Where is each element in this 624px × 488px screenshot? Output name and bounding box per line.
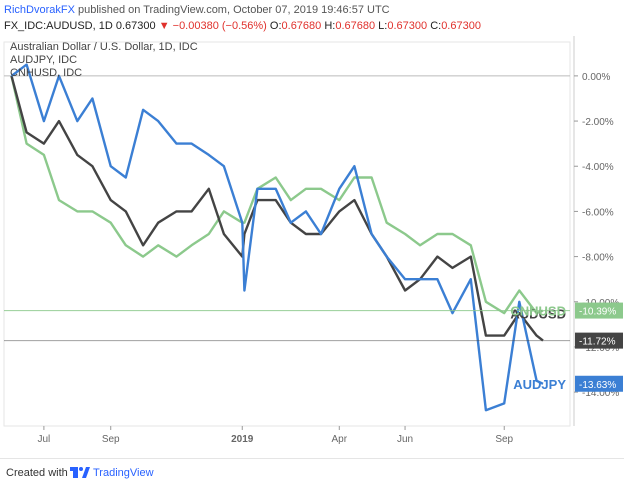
symbol-name: FX_IDC:AUDUSD, 1D	[4, 20, 113, 32]
tradingview-logo-icon	[70, 467, 90, 478]
high-value: 0.67680	[335, 20, 376, 32]
series-line-cnhusd	[10, 75, 544, 315]
plot-frame	[3, 41, 571, 427]
y-tick-label: -14.00%	[582, 388, 619, 399]
x-tick-label: Jun	[397, 434, 413, 445]
series-label-cnhusd: CNHUSD	[510, 304, 566, 319]
publish-line: RichDvorakFX published on TradingView.co…	[4, 3, 390, 17]
last-price: 0.67300	[115, 20, 156, 32]
x-tick-label: Apr	[332, 434, 348, 445]
series-line-audusd	[10, 75, 544, 342]
y-tick-label: -8.00%	[582, 253, 614, 264]
author-link[interactable]: RichDvorakFX	[4, 4, 75, 16]
footer: Created with TradingView	[0, 458, 624, 488]
series-line-audjpy	[10, 63, 544, 412]
y-tick-label: 0.00%	[582, 72, 610, 83]
legend-entry: Australian Dollar / U.S. Dollar, 1D, IDC	[10, 41, 198, 53]
price-tag-audjpy	[575, 375, 623, 392]
price-tag-label-audjpy: -13.63%	[579, 380, 616, 391]
price-tag-audusd	[575, 332, 623, 349]
series-label-audjpy: AUDJPY	[513, 377, 566, 392]
price-tag-label-cnhusd: -10.39%	[579, 307, 616, 318]
open-label: O:	[269, 20, 282, 32]
tradingview-brand[interactable]: TradingView	[93, 467, 154, 479]
legend-entry: CNHUSD, IDC	[10, 67, 82, 79]
x-tick-label: 2019	[231, 434, 254, 445]
close-value: 0.67300	[441, 20, 481, 32]
low-label: L:	[378, 20, 388, 32]
created-with-text: Created with	[6, 467, 68, 479]
price-change: −0.00380 (−0.56%)	[172, 20, 267, 32]
y-tick-label: -6.00%	[582, 207, 614, 218]
published-text: published on TradingView.com, October 07…	[77, 4, 390, 16]
low-value: 0.67300	[387, 20, 428, 32]
close-label: C:	[430, 20, 442, 32]
chart-header: RichDvorakFX published on TradingView.co…	[0, 0, 624, 36]
symbol-line: FX_IDC:AUDUSD, 1D 0.67300 ▼ −0.00380 (−0…	[4, 19, 481, 33]
x-tick-label: Sep	[102, 434, 120, 445]
chart-svg[interactable]: 0.00%-2.00%-4.00%-6.00%-8.00%-10.00%-12.…	[0, 36, 624, 456]
price-tag-cnhusd	[575, 302, 623, 319]
high-label: H:	[324, 20, 336, 32]
y-tick-label: -4.00%	[582, 162, 614, 173]
x-tick-label: Sep	[495, 434, 513, 445]
chart-area[interactable]: 0.00%-2.00%-4.00%-6.00%-8.00%-10.00%-12.…	[0, 36, 624, 456]
down-arrow-icon: ▼	[158, 20, 170, 32]
price-tag-label-audusd: -11.72%	[579, 337, 616, 348]
x-tick-label: Jul	[37, 434, 50, 445]
y-tick-label: -2.00%	[582, 117, 614, 128]
open-value: 0.67680	[281, 20, 322, 32]
legend-entry: AUDJPY, IDC	[10, 54, 77, 66]
series-label-audusd: AUDUSD	[510, 307, 566, 322]
